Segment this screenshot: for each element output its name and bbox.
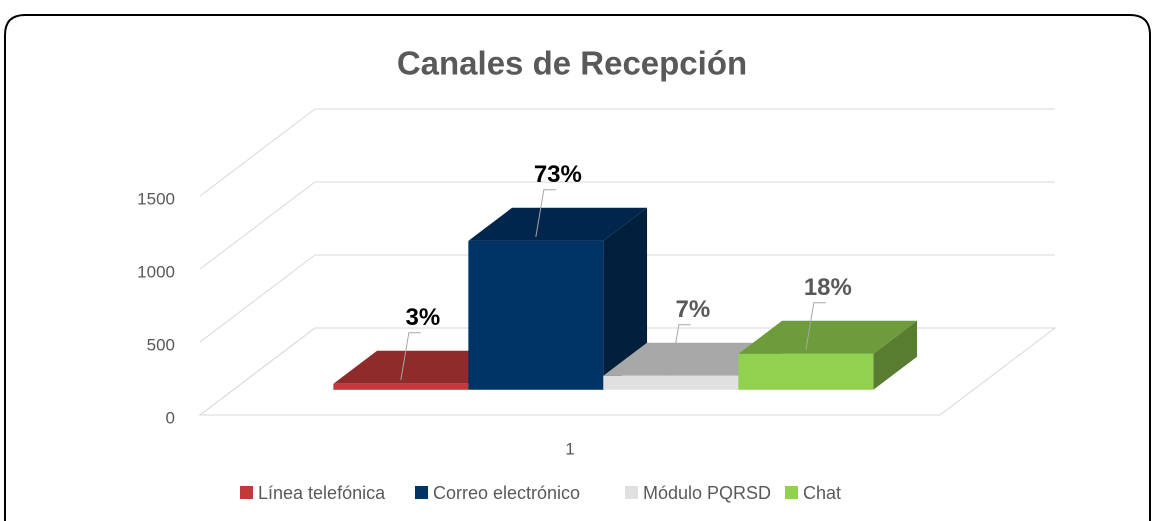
leader-line (670, 324, 691, 372)
bar (468, 240, 604, 390)
leader-line (805, 302, 826, 350)
chart-border (4, 14, 1151, 521)
legend-swatch (240, 486, 253, 499)
y-tick-label: 1000 (137, 262, 175, 281)
bar (333, 383, 469, 390)
data-label: 3% (406, 304, 441, 331)
legend-swatch (625, 486, 638, 499)
legend-label: Línea telefónica (258, 483, 386, 503)
y-tick-label: 0 (166, 408, 175, 427)
x-tick-label: 1 (565, 439, 574, 458)
grid-line (199, 108, 1055, 197)
legend-swatch (415, 486, 428, 499)
data-label: 18% (804, 274, 852, 301)
bar-top (738, 320, 918, 354)
grid-line (199, 181, 1055, 270)
grid-line (199, 254, 1055, 343)
bar (603, 375, 739, 390)
leader-line (535, 189, 556, 237)
bar-top (333, 350, 513, 384)
bar-top (468, 207, 648, 241)
bar (738, 353, 874, 390)
legend-label: Módulo PQRSD (643, 483, 771, 503)
leader-line (400, 332, 421, 380)
bar-side (603, 207, 648, 390)
data-label: 73% (534, 161, 582, 188)
bar-top (603, 342, 783, 376)
y-tick-label: 500 (147, 335, 175, 354)
legend-swatch (785, 486, 798, 499)
legend-label: Chat (803, 483, 841, 503)
data-label: 7% (676, 296, 711, 323)
y-tick-label: 1500 (137, 189, 175, 208)
legend-label: Correo electrónico (433, 483, 580, 503)
chart-title: Canales de Recepción (397, 45, 747, 82)
bar-side (873, 320, 918, 390)
